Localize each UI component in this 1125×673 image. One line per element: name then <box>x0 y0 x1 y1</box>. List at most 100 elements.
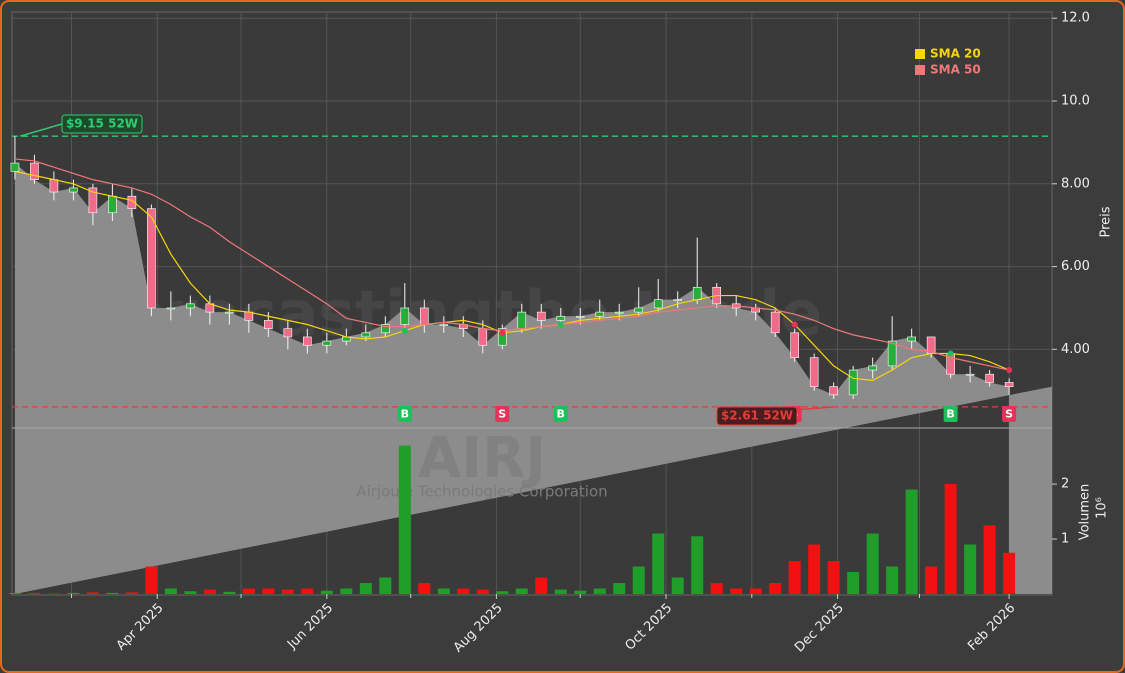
volume-bar <box>47 593 60 594</box>
volume-bar <box>457 588 470 594</box>
signal-dot <box>499 329 506 336</box>
volume-bar <box>730 588 743 594</box>
volume-bar <box>905 489 918 594</box>
candle-body <box>595 311 605 317</box>
candle-body <box>614 311 624 314</box>
candle-body <box>419 307 429 325</box>
candle-body <box>69 187 78 193</box>
volume-bar <box>632 566 645 594</box>
signal-dot <box>947 350 954 357</box>
volume-bar <box>437 588 450 594</box>
volume-bar <box>886 566 899 594</box>
candle-body <box>556 315 566 321</box>
candle-body <box>244 311 254 321</box>
volume-bar <box>964 544 977 594</box>
signal-dot <box>791 321 798 328</box>
volume-bar <box>515 588 528 594</box>
candle-body <box>283 328 293 338</box>
volume-bar <box>535 577 548 594</box>
legend-label: SMA 50 <box>930 63 981 77</box>
legend-swatch <box>915 49 925 59</box>
signal-label: S <box>498 408 506 421</box>
candle-body <box>49 179 59 193</box>
candle-body <box>361 332 371 338</box>
signal-badge <box>495 406 510 422</box>
volume-bar <box>710 583 723 594</box>
y-tick-label: 4.00 <box>1061 342 1090 357</box>
volume-bar <box>164 588 177 594</box>
volume-bar <box>574 590 587 594</box>
y-axis-label: Volumen <box>1078 484 1093 541</box>
signal-label: S <box>1005 408 1013 421</box>
signal-badge <box>397 406 412 422</box>
y-tick-label: 10.0 <box>1061 93 1090 108</box>
volume-bar <box>983 525 996 594</box>
volume-bar <box>671 577 684 594</box>
volume-bar <box>398 445 411 594</box>
volume-bar <box>827 561 840 594</box>
volume-bar <box>613 583 626 594</box>
candle-body <box>692 286 702 300</box>
price-area <box>14 163 1053 594</box>
volume-bar <box>691 536 704 594</box>
y-axis-label: Preis <box>1099 206 1114 237</box>
volume-bar <box>749 588 762 594</box>
candle-body <box>770 311 780 334</box>
volume-bar <box>281 589 294 594</box>
signal-badge <box>1002 406 1017 422</box>
candle-body <box>88 187 98 214</box>
volume-bar <box>944 484 957 594</box>
sma-line <box>14 170 1010 382</box>
candle-body <box>809 357 819 387</box>
candle-body <box>517 311 527 329</box>
ref-label-box <box>61 114 143 134</box>
signal-label: B <box>946 408 954 421</box>
signal-label: B <box>401 408 409 421</box>
volume-bar <box>925 566 938 594</box>
ref-label: $9.15 52W <box>66 117 138 131</box>
candle-body <box>887 340 897 367</box>
candle-body <box>497 328 507 346</box>
candle-body <box>848 369 858 396</box>
volume-bar <box>301 588 314 594</box>
volume-bar <box>1003 552 1016 594</box>
volume-bar <box>418 583 431 594</box>
volume-bar <box>866 533 879 594</box>
volume-bar <box>652 533 665 594</box>
volume-bar <box>125 592 138 594</box>
candle-body <box>653 299 663 309</box>
candle-body <box>965 373 975 376</box>
volume-bar <box>242 588 255 594</box>
signal-dot <box>401 327 408 334</box>
volume-bar <box>28 592 41 594</box>
volume-bar <box>496 591 509 594</box>
candle-body <box>868 365 877 371</box>
candle-body <box>829 386 838 396</box>
candle-body <box>439 324 449 326</box>
volume-bar <box>67 592 80 594</box>
signal-badge <box>943 406 958 422</box>
volume-bar <box>145 566 158 594</box>
volume-bar <box>379 577 392 594</box>
y-tick-label: 8.00 <box>1061 176 1090 191</box>
candle-body <box>575 315 585 318</box>
volume-bar <box>359 583 372 594</box>
ref-label: $2.61 52W <box>721 409 793 423</box>
candle-body <box>10 162 20 172</box>
volume-bar <box>8 592 21 594</box>
candle-body <box>536 311 546 321</box>
candle-body <box>147 208 156 309</box>
volume-bar <box>106 592 119 594</box>
signal-label: B <box>557 408 565 421</box>
volume-bar <box>340 588 353 594</box>
volume-bar <box>223 591 236 594</box>
y-tick-label: 2 <box>1061 477 1069 492</box>
ref-label-box <box>716 406 798 426</box>
candle-body <box>127 195 137 209</box>
signal-dot <box>1006 367 1013 374</box>
candle-body <box>303 336 312 346</box>
candle-body <box>673 299 683 301</box>
candle-body <box>225 311 234 314</box>
volume-bar <box>593 588 606 594</box>
y-tick-label: 6.00 <box>1061 259 1090 274</box>
